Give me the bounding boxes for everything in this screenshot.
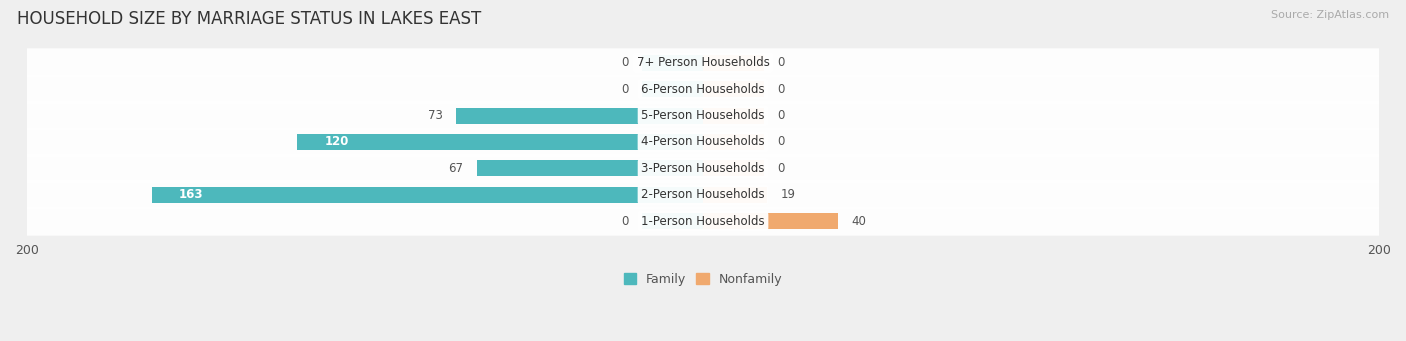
Text: 163: 163 [179,188,204,201]
Text: 6-Person Households: 6-Person Households [641,83,765,96]
Text: 0: 0 [778,162,785,175]
Bar [703,213,838,229]
Text: 73: 73 [427,109,443,122]
FancyBboxPatch shape [27,128,1379,157]
Bar [703,55,763,71]
Text: Source: ZipAtlas.com: Source: ZipAtlas.com [1271,10,1389,20]
Text: 0: 0 [778,109,785,122]
Text: 5-Person Households: 5-Person Households [641,109,765,122]
Bar [703,108,763,123]
Legend: Family, Nonfamily: Family, Nonfamily [624,273,782,286]
FancyBboxPatch shape [27,180,1379,209]
Bar [643,213,703,229]
Text: 0: 0 [621,214,628,228]
Text: 19: 19 [780,188,796,201]
Text: 2-Person Households: 2-Person Households [641,188,765,201]
Bar [643,81,703,97]
Text: 0: 0 [778,135,785,148]
Bar [152,187,703,203]
Text: 40: 40 [852,214,866,228]
FancyBboxPatch shape [27,207,1379,236]
Bar [643,55,703,71]
Text: 3-Person Households: 3-Person Households [641,162,765,175]
Text: 0: 0 [621,83,628,96]
Text: 0: 0 [778,56,785,69]
Text: HOUSEHOLD SIZE BY MARRIAGE STATUS IN LAKES EAST: HOUSEHOLD SIZE BY MARRIAGE STATUS IN LAK… [17,10,481,28]
Bar [297,134,703,150]
FancyBboxPatch shape [27,48,1379,77]
Text: 0: 0 [778,83,785,96]
FancyBboxPatch shape [27,75,1379,104]
FancyBboxPatch shape [27,101,1379,130]
Text: 120: 120 [325,135,349,148]
Text: 7+ Person Households: 7+ Person Households [637,56,769,69]
Text: 67: 67 [449,162,463,175]
Bar [477,161,703,176]
Text: 0: 0 [621,56,628,69]
Text: 4-Person Households: 4-Person Households [641,135,765,148]
Bar [703,187,768,203]
Text: 1-Person Households: 1-Person Households [641,214,765,228]
Bar [703,161,763,176]
Bar [456,108,703,123]
FancyBboxPatch shape [27,154,1379,183]
Bar [703,134,763,150]
Bar [703,81,763,97]
